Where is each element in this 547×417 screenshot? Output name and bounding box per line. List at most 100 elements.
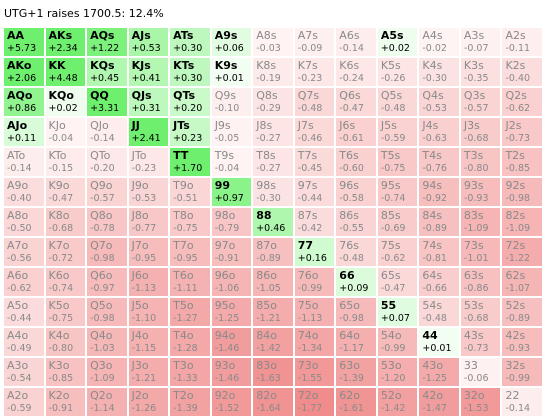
hand-cell-32s[interactable]: 32s -0.99 bbox=[501, 357, 543, 387]
hand-cell-63s[interactable]: 63s -0.86 bbox=[459, 267, 502, 297]
hand-cell-tt[interactable]: TT +1.70 bbox=[169, 147, 211, 177]
hand-cell-k8s[interactable]: K8s -0.19 bbox=[252, 57, 294, 87]
hand-cell-k7s[interactable]: K7s -0.23 bbox=[293, 57, 336, 87]
hand-cell-95s[interactable]: 95s -0.74 bbox=[376, 177, 419, 207]
hand-cell-99[interactable]: 99 +0.97 bbox=[210, 177, 253, 207]
hand-cell-42s[interactable]: 42s -0.93 bbox=[501, 327, 543, 357]
hand-cell-k6s[interactable]: K6s -0.24 bbox=[335, 57, 377, 87]
hand-cell-66[interactable]: 66 +0.09 bbox=[335, 267, 377, 297]
hand-cell-86s[interactable]: 86s -0.55 bbox=[335, 207, 377, 237]
hand-cell-76o[interactable]: 76o -0.99 bbox=[293, 267, 336, 297]
hand-cell-jto[interactable]: JTo -0.23 bbox=[127, 147, 170, 177]
hand-cell-75o[interactable]: 75o -1.13 bbox=[293, 297, 336, 327]
hand-cell-a3s[interactable]: A3s -0.07 bbox=[459, 27, 502, 57]
hand-cell-92s[interactable]: 92s -0.98 bbox=[501, 177, 543, 207]
hand-cell-aa[interactable]: AA +5.73 bbox=[3, 27, 45, 57]
hand-cell-t6o[interactable]: T6o -1.11 bbox=[169, 267, 211, 297]
hand-cell-84s[interactable]: 84s -0.89 bbox=[418, 207, 460, 237]
hand-cell-q4s[interactable]: Q4s -0.53 bbox=[418, 87, 460, 117]
hand-cell-t9o[interactable]: T9o -0.51 bbox=[169, 177, 211, 207]
hand-cell-t2o[interactable]: T2o -1.39 bbox=[169, 387, 211, 417]
hand-cell-32o[interactable]: 32o -1.53 bbox=[459, 387, 502, 417]
hand-cell-64o[interactable]: 64o -1.17 bbox=[335, 327, 377, 357]
hand-cell-t7s[interactable]: T7s -0.45 bbox=[293, 147, 336, 177]
hand-cell-85s[interactable]: 85s -0.69 bbox=[376, 207, 419, 237]
hand-cell-q5o[interactable]: Q5o -0.98 bbox=[86, 297, 128, 327]
hand-cell-t7o[interactable]: T7o -0.95 bbox=[169, 237, 211, 267]
hand-cell-q2s[interactable]: Q2s -0.62 bbox=[501, 87, 543, 117]
hand-cell-j4s[interactable]: J4s -0.63 bbox=[418, 117, 460, 147]
hand-cell-93o[interactable]: 93o -1.46 bbox=[210, 357, 253, 387]
hand-cell-84o[interactable]: 84o -1.42 bbox=[252, 327, 294, 357]
hand-cell-t2s[interactable]: T2s -0.85 bbox=[501, 147, 543, 177]
hand-cell-52o[interactable]: 52o -1.42 bbox=[376, 387, 419, 417]
hand-cell-j4o[interactable]: J4o -1.15 bbox=[127, 327, 170, 357]
hand-cell-t9s[interactable]: T9s -0.04 bbox=[210, 147, 253, 177]
hand-cell-kjo[interactable]: KJo -0.04 bbox=[44, 117, 87, 147]
hand-cell-q6o[interactable]: Q6o -0.97 bbox=[86, 267, 128, 297]
hand-cell-98o[interactable]: 98o -0.79 bbox=[210, 207, 253, 237]
hand-cell-62o[interactable]: 62o -1.61 bbox=[335, 387, 377, 417]
hand-cell-83s[interactable]: 83s -1.09 bbox=[459, 207, 502, 237]
hand-cell-qjs[interactable]: QJs +0.31 bbox=[127, 87, 170, 117]
hand-cell-82s[interactable]: 82s -1.09 bbox=[501, 207, 543, 237]
hand-cell-43o[interactable]: 43o -1.25 bbox=[418, 357, 460, 387]
hand-cell-44[interactable]: 44 +0.01 bbox=[418, 327, 460, 357]
hand-cell-65o[interactable]: 65o -0.98 bbox=[335, 297, 377, 327]
hand-cell-55[interactable]: 55 +0.07 bbox=[376, 297, 419, 327]
hand-cell-k5o[interactable]: K5o -0.75 bbox=[44, 297, 87, 327]
hand-cell-a6o[interactable]: A6o -0.62 bbox=[3, 267, 45, 297]
hand-cell-97o[interactable]: 97o -0.91 bbox=[210, 237, 253, 267]
hand-cell-j9o[interactable]: J9o -0.53 bbox=[127, 177, 170, 207]
hand-cell-t8o[interactable]: T8o -0.75 bbox=[169, 207, 211, 237]
hand-cell-t5o[interactable]: T5o -1.27 bbox=[169, 297, 211, 327]
hand-cell-qq[interactable]: QQ +3.31 bbox=[86, 87, 128, 117]
hand-cell-72o[interactable]: 72o -1.77 bbox=[293, 387, 336, 417]
hand-cell-q9s[interactable]: Q9s -0.10 bbox=[210, 87, 253, 117]
hand-cell-62s[interactable]: 62s -1.07 bbox=[501, 267, 543, 297]
hand-cell-j8o[interactable]: J8o -0.77 bbox=[127, 207, 170, 237]
hand-cell-53s[interactable]: 53s -0.68 bbox=[459, 297, 502, 327]
hand-cell-q6s[interactable]: Q6s -0.47 bbox=[335, 87, 377, 117]
hand-cell-94s[interactable]: 94s -0.92 bbox=[418, 177, 460, 207]
hand-cell-65s[interactable]: 65s -0.47 bbox=[376, 267, 419, 297]
hand-cell-qjo[interactable]: QJo -0.14 bbox=[86, 117, 128, 147]
hand-cell-j2o[interactable]: J2o -1.26 bbox=[127, 387, 170, 417]
hand-cell-ajo[interactable]: AJo +0.11 bbox=[3, 117, 45, 147]
hand-cell-ajs[interactable]: AJs +0.53 bbox=[127, 27, 170, 57]
hand-cell-98s[interactable]: 98s -0.30 bbox=[252, 177, 294, 207]
hand-cell-k4s[interactable]: K4s -0.30 bbox=[418, 57, 460, 87]
hand-cell-88[interactable]: 88 +0.46 bbox=[252, 207, 294, 237]
hand-cell-53o[interactable]: 53o -1.20 bbox=[376, 357, 419, 387]
hand-cell-t8s[interactable]: T8s -0.27 bbox=[252, 147, 294, 177]
hand-cell-q3o[interactable]: Q3o -1.09 bbox=[86, 357, 128, 387]
hand-cell-q7o[interactable]: Q7o -0.98 bbox=[86, 237, 128, 267]
hand-cell-j7o[interactable]: J7o -0.95 bbox=[127, 237, 170, 267]
hand-cell-qts[interactable]: QTs +0.20 bbox=[169, 87, 211, 117]
hand-cell-j6o[interactable]: J6o -1.13 bbox=[127, 267, 170, 297]
hand-cell-52s[interactable]: 52s -0.89 bbox=[501, 297, 543, 327]
hand-cell-k3o[interactable]: K3o -0.85 bbox=[44, 357, 87, 387]
hand-cell-aqs[interactable]: AQs +1.22 bbox=[86, 27, 128, 57]
hand-cell-j3s[interactable]: J3s -0.68 bbox=[459, 117, 502, 147]
hand-cell-82o[interactable]: 82o -1.64 bbox=[252, 387, 294, 417]
hand-cell-k9s[interactable]: K9s +0.01 bbox=[210, 57, 253, 87]
hand-cell-q8s[interactable]: Q8s -0.29 bbox=[252, 87, 294, 117]
hand-cell-k4o[interactable]: K4o -0.80 bbox=[44, 327, 87, 357]
hand-cell-ato[interactable]: ATo -0.14 bbox=[3, 147, 45, 177]
hand-cell-77[interactable]: 77 +0.16 bbox=[293, 237, 336, 267]
hand-cell-jts[interactable]: JTs +0.23 bbox=[169, 117, 211, 147]
hand-cell-95o[interactable]: 95o -1.25 bbox=[210, 297, 253, 327]
hand-cell-aqo[interactable]: AQo +0.86 bbox=[3, 87, 45, 117]
hand-cell-kjs[interactable]: KJs +0.41 bbox=[127, 57, 170, 87]
hand-cell-43s[interactable]: 43s -0.73 bbox=[459, 327, 502, 357]
hand-cell-t4o[interactable]: T4o -1.28 bbox=[169, 327, 211, 357]
hand-cell-j8s[interactable]: J8s -0.27 bbox=[252, 117, 294, 147]
hand-cell-t3s[interactable]: T3s -0.80 bbox=[459, 147, 502, 177]
hand-cell-74o[interactable]: 74o -1.34 bbox=[293, 327, 336, 357]
hand-cell-86o[interactable]: 86o -1.05 bbox=[252, 267, 294, 297]
hand-cell-t5s[interactable]: T5s -0.75 bbox=[376, 147, 419, 177]
hand-cell-64s[interactable]: 64s -0.66 bbox=[418, 267, 460, 297]
hand-cell-a5o[interactable]: A5o -0.44 bbox=[3, 297, 45, 327]
hand-cell-kk[interactable]: KK +4.48 bbox=[44, 57, 87, 87]
